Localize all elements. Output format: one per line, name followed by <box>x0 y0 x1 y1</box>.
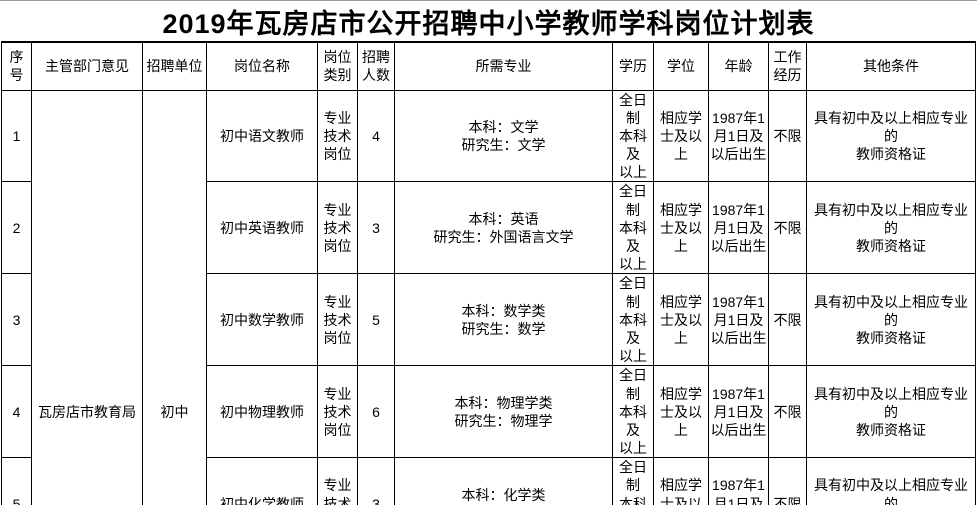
cell-seq: 4 <box>1 365 32 459</box>
cell-education: 全日制 本科及 以上 <box>612 457 654 505</box>
page-title: 2019年瓦房店市公开招聘中小学教师学科岗位计划表 <box>162 8 815 39</box>
cell-degree: 相应学 士及以 上 <box>653 457 709 505</box>
cell-education: 全日制 本科及 以上 <box>612 365 654 459</box>
cell-seq: 2 <box>1 181 32 275</box>
cell-headcount: 3 <box>357 457 395 505</box>
col-header-education: 学历 <box>612 41 654 91</box>
header-row: 序号 主管部门意见 招聘单位 岗位名称 岗位 类别 招聘 人数 所需专业 学历 … <box>1 41 976 91</box>
col-header-recruiting-unit: 招聘单位 <box>142 41 207 91</box>
col-header-degree: 学位 <box>653 41 709 91</box>
cell-work-experience: 不限 <box>768 365 807 459</box>
cell-headcount: 3 <box>357 181 395 275</box>
cell-post-name: 初中化学教师 <box>206 457 318 505</box>
cell-headcount: 5 <box>357 273 395 367</box>
cell-other-conditions: 具有初中及以上相应专业的 教师资格证 <box>806 181 976 275</box>
recruitment-table: 序号 主管部门意见 招聘单位 岗位名称 岗位 类别 招聘 人数 所需专业 学历 … <box>1 41 976 505</box>
table-row: 2 初中英语教师 专业 技术 岗位 3 本科：英语 研究生：外国语言文学 全日制… <box>1 181 976 275</box>
cell-headcount: 4 <box>357 89 395 183</box>
cell-other-conditions: 具有初中及以上相应专业的 教师资格证 <box>806 457 976 505</box>
cell-seq: 5 <box>1 457 32 505</box>
table-row: 3 初中数学教师 专业 技术 岗位 5 本科：数学类 研究生：数学 全日制 本科… <box>1 273 976 367</box>
cell-work-experience: 不限 <box>768 89 807 183</box>
cell-post-category: 专业 技术 岗位 <box>317 89 358 183</box>
cell-degree: 相应学 士及以 上 <box>653 181 709 275</box>
cell-seq: 1 <box>1 89 32 183</box>
cell-post-name: 初中英语教师 <box>206 181 318 275</box>
cell-education: 全日制 本科及 以上 <box>612 273 654 367</box>
col-header-work-experience: 工作 经历 <box>768 41 807 91</box>
cell-required-major: 本科：数学类 研究生：数学 <box>394 273 613 367</box>
cell-other-conditions: 具有初中及以上相应专业的 教师资格证 <box>806 365 976 459</box>
cell-other-conditions: 具有初中及以上相应专业的 教师资格证 <box>806 89 976 183</box>
cell-required-major: 本科：物理学类 研究生：物理学 <box>394 365 613 459</box>
cell-degree: 相应学 士及以 上 <box>653 89 709 183</box>
cell-supervisor-dept: 瓦房店市教育局 <box>31 89 143 505</box>
table-row: 5 初中化学教师 专业 技术 岗位 3 本科：化学类 研究生：化学 全日制 本科… <box>1 457 976 505</box>
cell-required-major: 本科：文学 研究生：文学 <box>394 89 613 183</box>
cell-headcount: 6 <box>357 365 395 459</box>
col-header-supervisor-dept: 主管部门意见 <box>31 41 143 91</box>
cell-education: 全日制 本科及 以上 <box>612 181 654 275</box>
cell-work-experience: 不限 <box>768 457 807 505</box>
table-row: 4 初中物理教师 专业 技术 岗位 6 本科：物理学类 研究生：物理学 全日制 … <box>1 365 976 459</box>
cell-seq: 3 <box>1 273 32 367</box>
cell-post-name: 初中语文教师 <box>206 89 318 183</box>
table-row: 1 瓦房店市教育局 初中 初中语文教师 专业 技术 岗位 4 本科：文学 研究生… <box>1 89 976 505</box>
cell-post-category: 专业 技术 岗位 <box>317 273 358 367</box>
cell-post-name: 初中物理教师 <box>206 365 318 459</box>
col-header-post-category: 岗位 类别 <box>317 41 358 91</box>
cell-post-category: 专业 技术 岗位 <box>317 181 358 275</box>
cell-required-major: 本科：化学类 研究生：化学 <box>394 457 613 505</box>
cell-age: 1987年1 月1日及 以后出生 <box>708 181 769 275</box>
col-header-required-major: 所需专业 <box>394 41 613 91</box>
col-header-seq: 序号 <box>1 41 32 91</box>
cell-education: 全日制 本科及 以上 <box>612 89 654 183</box>
col-header-other-conditions: 其他条件 <box>806 41 976 91</box>
cell-post-category: 专业 技术 岗位 <box>317 365 358 459</box>
cell-recruiting-unit: 初中 <box>142 89 207 505</box>
col-header-age: 年龄 <box>708 41 769 91</box>
cell-work-experience: 不限 <box>768 181 807 275</box>
cell-age: 1987年1 月1日及 以后出生 <box>708 89 769 183</box>
cell-required-major: 本科：英语 研究生：外国语言文学 <box>394 181 613 275</box>
cell-work-experience: 不限 <box>768 273 807 367</box>
cell-post-name: 初中数学教师 <box>206 273 318 367</box>
cell-age: 1987年1 月1日及 以后出生 <box>708 457 769 505</box>
cell-age: 1987年1 月1日及 以后出生 <box>708 273 769 367</box>
col-header-headcount: 招聘 人数 <box>357 41 395 91</box>
cell-age: 1987年1 月1日及 以后出生 <box>708 365 769 459</box>
cell-post-category: 专业 技术 岗位 <box>317 457 358 505</box>
cell-other-conditions: 具有初中及以上相应专业的 教师资格证 <box>806 273 976 367</box>
cell-degree: 相应学 士及以 上 <box>653 273 709 367</box>
col-header-post-name: 岗位名称 <box>206 41 318 91</box>
cell-degree: 相应学 士及以 上 <box>653 365 709 459</box>
